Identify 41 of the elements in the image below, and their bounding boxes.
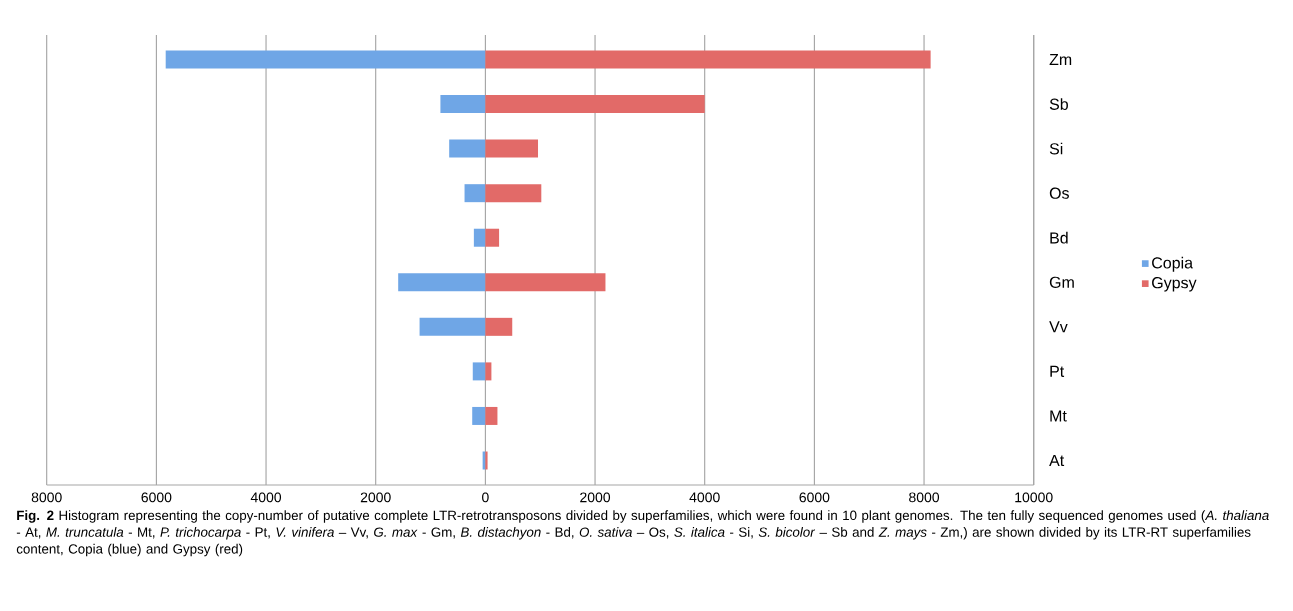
x-tick-label: 4000 bbox=[250, 492, 282, 503]
bar bbox=[473, 228, 486, 247]
bar bbox=[165, 50, 486, 69]
bar bbox=[485, 184, 542, 203]
bar bbox=[485, 139, 539, 158]
bar bbox=[449, 139, 486, 158]
y-tick-label: Zm bbox=[1049, 54, 1072, 66]
x-tick-label: 0 bbox=[482, 492, 489, 503]
x-tick-label: 2000 bbox=[360, 492, 391, 503]
bar bbox=[485, 317, 513, 336]
y-tick-label: At bbox=[1049, 454, 1065, 467]
bar bbox=[472, 362, 486, 381]
bar bbox=[485, 50, 931, 69]
bar bbox=[485, 228, 500, 247]
legend-label: Copia bbox=[1152, 256, 1194, 272]
legend-label: Gypsy bbox=[1152, 277, 1197, 292]
bar bbox=[485, 406, 498, 425]
y-tick-label: Si bbox=[1049, 142, 1063, 155]
bar bbox=[440, 95, 486, 114]
text: Fig. 2 Histogram representing the copy-number of putative complete LTR-retrotransposons divided by superfamilies, which were found in 10 plant genomes. The ten fully sequenced genomes used (A. thaliana - At, M. truncatula - Mt, P. trichocarpa - Pt, V. vinifera – Vv, G. max - Gm, B. distachyon - Bd, O. sativa – Os, S. italica - Si, S. bicolor – Sb and Z. mays - Zm,) are shown divided by its LTR-RT superfamilies content, Copia (blue) and Gypsy (red) bbox=[16, 510, 1269, 557]
x-tick-label: 8000 bbox=[31, 492, 62, 503]
x-tick-label: 2000 bbox=[580, 492, 611, 503]
bar bbox=[485, 95, 705, 114]
y-tick-label: Pt bbox=[1050, 365, 1065, 377]
x-tick-label: 10000 bbox=[1015, 492, 1053, 503]
bar bbox=[485, 362, 492, 381]
y-tick-label: Vv bbox=[1049, 321, 1068, 333]
bar bbox=[464, 184, 486, 203]
x-tick-label: 6000 bbox=[141, 492, 172, 503]
bar bbox=[398, 273, 486, 292]
bar bbox=[419, 317, 486, 336]
x-tick-label: 8000 bbox=[909, 492, 940, 503]
y-tick-label: Bd bbox=[1050, 231, 1068, 244]
y-tick-label: Gm bbox=[1049, 276, 1074, 288]
bar bbox=[485, 273, 606, 292]
y-tick-label: Sb bbox=[1049, 98, 1068, 110]
x-tick-label: 4000 bbox=[689, 492, 720, 503]
y-tick-label: Os bbox=[1049, 187, 1069, 199]
y-tick-label: Mt bbox=[1050, 410, 1067, 422]
bar bbox=[472, 406, 486, 425]
x-tick-label: 6000 bbox=[799, 492, 830, 503]
